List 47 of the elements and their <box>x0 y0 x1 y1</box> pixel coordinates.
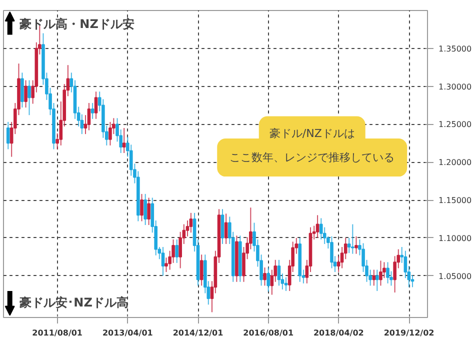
candlestick <box>263 266 266 286</box>
y-tick-label: 1.15000 <box>438 196 472 206</box>
candlestick <box>351 224 354 254</box>
candlestick <box>386 262 390 284</box>
candlestick <box>284 276 288 292</box>
candlestick <box>87 102 91 131</box>
candlestick <box>379 260 382 286</box>
x-tick-label: 2016/08/01 <box>243 328 294 338</box>
candlestick <box>28 80 31 116</box>
y-tick-label: 1.10000 <box>438 234 472 243</box>
y-tick-label: 1.20000 <box>438 158 472 168</box>
x-tick-label: 2018/04/02 <box>313 328 364 338</box>
candlestick <box>189 212 193 234</box>
candlestick <box>20 72 24 108</box>
candlestick <box>316 214 320 238</box>
candlestick <box>220 208 224 244</box>
candlestick <box>6 121 10 150</box>
candlestick <box>375 269 379 292</box>
candlestick <box>319 218 323 240</box>
candlestick <box>330 236 334 269</box>
candlestick <box>354 236 358 254</box>
candlestick <box>161 246 165 276</box>
candlestick <box>24 80 28 108</box>
candlestick <box>224 213 228 244</box>
y-tick-label: 1.25000 <box>438 120 472 130</box>
candlestick <box>122 127 126 154</box>
candlestick <box>108 121 112 146</box>
candlestick <box>277 259 281 286</box>
annotation: 豪ドル安･NZドル高 <box>18 295 128 310</box>
x-tick-label: 2013/04/01 <box>102 328 154 338</box>
candlestick <box>372 269 376 286</box>
candlestick <box>266 266 270 292</box>
annotation: ここ数年、レンジで推移している <box>230 151 395 164</box>
candlestick <box>200 254 204 286</box>
y-tick-label: 1.05000 <box>438 272 472 281</box>
candlestick <box>94 91 98 120</box>
x-tick-label: 2014/12/01 <box>172 328 224 338</box>
candlestick <box>140 193 144 222</box>
candlestick <box>90 102 94 120</box>
candlestick <box>144 193 147 226</box>
x-tick-label: 2011/08/01 <box>32 328 83 338</box>
candlestick <box>147 197 150 226</box>
y-tick-label: 1.30000 <box>438 82 472 92</box>
x-tick-label: 2019/12/02 <box>384 328 434 338</box>
candlestick <box>175 238 179 264</box>
y-tick-label: 1.35000 <box>438 44 472 54</box>
annotation: 豪ドル/NZドルは <box>269 126 355 140</box>
